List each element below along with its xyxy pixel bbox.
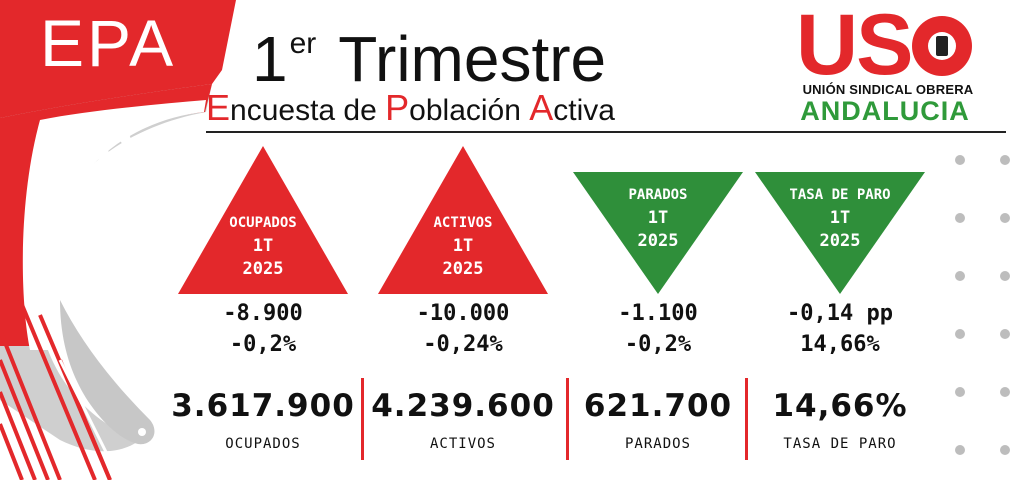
year-vertical: 2025	[72, 122, 146, 296]
indicator-period: 1T	[252, 236, 274, 256]
change-percent: -0,2%	[624, 332, 692, 357]
logo-line2: ANDALUCIA	[800, 96, 970, 126]
indicator-label: PARADOS	[624, 436, 691, 452]
logo-line1: UNIÓN SINDICAL OBRERA	[802, 82, 974, 97]
indicator-caption: PARADOS 1T 2025	[573, 184, 743, 253]
change-absolute: -1.100	[618, 301, 698, 326]
indicator-label: OCUPADOS	[225, 436, 301, 452]
change-absolute: -8.900	[223, 301, 303, 326]
decorative-dot	[955, 271, 965, 281]
decorative-dot	[1000, 271, 1010, 281]
indicator-title: PARADOS	[628, 187, 688, 203]
decorative-dot	[1000, 387, 1010, 397]
subtitle-cap-e: E	[206, 87, 231, 128]
title-number: 1	[252, 23, 288, 95]
separator	[361, 378, 364, 460]
change-absolute: -10.000	[416, 301, 510, 326]
uso-logo: US	[796, 4, 972, 84]
indicator-title: ACTIVOS	[433, 215, 493, 231]
triangle-down-icon	[755, 172, 925, 294]
decorative-dot	[955, 387, 965, 397]
indicator-period: 1T	[647, 208, 669, 228]
indicator-label: ACTIVOS	[429, 436, 496, 452]
triangle-up-icon	[378, 146, 548, 294]
subtitle-word: oblación	[409, 94, 530, 127]
change-percent: 14,66%	[800, 332, 880, 357]
separator	[566, 378, 569, 460]
triangle-down-icon	[573, 172, 743, 294]
indicator-year: 2025	[637, 231, 679, 251]
indicator-title: TASA DE PARO	[789, 187, 891, 203]
header-divider	[206, 131, 1006, 133]
decorative-dot	[955, 329, 965, 339]
indicator-value: 4.239.600	[371, 388, 555, 424]
subtitle-cap-a: A	[529, 87, 554, 128]
change-absolute: -0,14 pp	[787, 301, 893, 326]
decorative-dot	[1000, 155, 1010, 165]
indicator-year: 2025	[819, 231, 861, 251]
decorative-dot	[955, 155, 965, 165]
indicator-value: 14,66%	[772, 388, 908, 424]
indicator-caption: OCUPADOS 1T 2025	[178, 212, 348, 281]
decorative-dot	[1000, 213, 1010, 223]
page-title: 1er Trimestre	[252, 6, 606, 97]
decorative-dot	[1000, 445, 1010, 455]
svg-text:US: US	[796, 4, 911, 84]
indicator-title: OCUPADOS	[229, 215, 297, 231]
indicator-value: 3.617.900	[171, 388, 355, 424]
title-word: Trimestre	[338, 23, 607, 95]
indicator-period: 1T	[452, 236, 474, 256]
change-percent: -0,24%	[423, 332, 503, 357]
subtitle: Encuesta de Población Activa	[206, 90, 615, 129]
subtitle-cap-p: P	[385, 87, 410, 128]
indicator-label: TASA DE PARO	[783, 436, 897, 452]
indicator-caption: TASA DE PARO 1T 2025	[755, 184, 925, 253]
change-percent: -0,2%	[229, 332, 297, 357]
triangle-up-icon	[178, 146, 348, 294]
indicator-value: 621.700	[583, 388, 733, 424]
decorative-dot	[955, 213, 965, 223]
epa-label: EPA	[40, 6, 177, 80]
decorative-dot	[1000, 329, 1010, 339]
title-superscript: er	[289, 27, 317, 60]
decorative-dot	[955, 445, 965, 455]
indicator-year: 2025	[442, 259, 484, 279]
indicator-period: 1T	[829, 208, 851, 228]
subtitle-word: ncuesta de	[230, 94, 386, 127]
indicator-year: 2025	[242, 259, 284, 279]
svg-text:2025: 2025	[72, 122, 145, 295]
indicator-caption: ACTIVOS 1T 2025	[378, 212, 548, 281]
subtitle-word: ctiva	[553, 94, 615, 127]
separator	[745, 378, 748, 460]
